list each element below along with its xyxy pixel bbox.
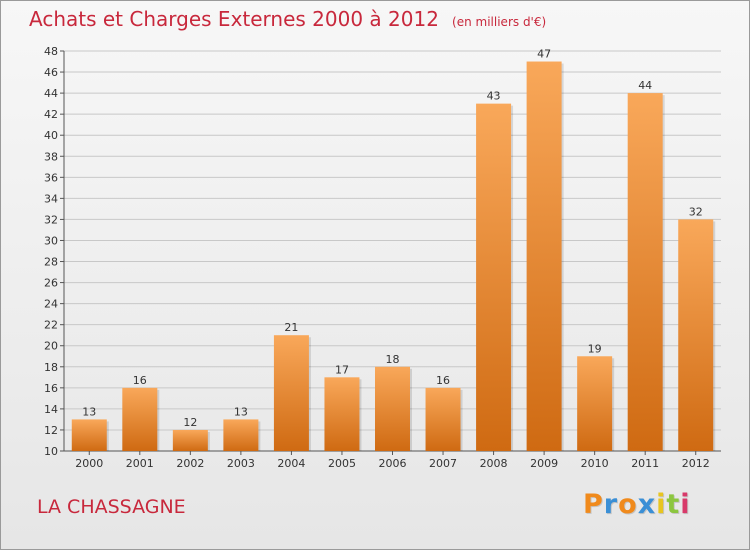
y-tick-label: 18 bbox=[44, 361, 58, 374]
y-tick-label: 38 bbox=[44, 150, 58, 163]
bar bbox=[627, 93, 663, 452]
x-tick-label: 2003 bbox=[227, 457, 255, 470]
y-tick-label: 16 bbox=[44, 382, 58, 395]
bar-value-label: 32 bbox=[689, 205, 703, 218]
logo-letter: o bbox=[618, 489, 638, 520]
x-tick-label: 2002 bbox=[176, 457, 204, 470]
y-tick-label: 14 bbox=[44, 403, 58, 416]
bar-value-label: 44 bbox=[638, 79, 652, 92]
bar-value-label: 13 bbox=[82, 405, 96, 418]
y-tick-label: 10 bbox=[44, 445, 58, 458]
bar-value-label: 21 bbox=[284, 321, 298, 334]
y-tick-label: 26 bbox=[44, 277, 58, 290]
labels: 10 12 14 16 18 20 22 24 26 28 30 32 34 36 38 40 42 44 46 48… bbox=[44, 45, 710, 470]
logo-letter: i bbox=[656, 489, 667, 520]
bar bbox=[71, 419, 107, 451]
x-tick-label: 2000 bbox=[75, 457, 103, 470]
logo-letter: x bbox=[637, 489, 657, 520]
x-tick-label: 2005 bbox=[328, 457, 356, 470]
chart-title: Achats et Charges Externes 2000 à 2012 bbox=[29, 7, 439, 31]
y-tick-label: 44 bbox=[44, 87, 58, 100]
bar bbox=[122, 387, 158, 451]
proxiti-logo[interactable]: Proxiti bbox=[583, 489, 691, 520]
bar bbox=[172, 429, 208, 451]
y-tick-label: 32 bbox=[44, 213, 58, 226]
y-tick-label: 28 bbox=[44, 256, 58, 269]
bar bbox=[526, 61, 562, 452]
y-tick-label: 36 bbox=[44, 171, 58, 184]
bar-value-label: 47 bbox=[537, 48, 551, 61]
y-tick-label: 34 bbox=[44, 192, 58, 205]
y-tick-label: 46 bbox=[44, 66, 58, 79]
y-tick-label: 12 bbox=[44, 424, 58, 437]
bar-value-label: 43 bbox=[487, 90, 501, 103]
bar-value-label: 12 bbox=[183, 416, 197, 429]
y-tick-label: 48 bbox=[44, 45, 58, 58]
bars bbox=[71, 61, 716, 452]
bar-value-label: 19 bbox=[588, 342, 602, 355]
bar-value-label: 13 bbox=[234, 405, 248, 418]
x-tick-label: 2004 bbox=[277, 457, 305, 470]
bar bbox=[375, 366, 410, 451]
y-tick-label: 30 bbox=[44, 234, 58, 247]
x-tick-label: 2009 bbox=[530, 457, 558, 470]
chart-title-block: Achats et Charges Externes 2000 à 2012 (… bbox=[29, 7, 546, 31]
x-tick-label: 2008 bbox=[480, 457, 508, 470]
x-tick-label: 2001 bbox=[126, 457, 154, 470]
x-tick-label: 2010 bbox=[581, 457, 609, 470]
logo-letter: P bbox=[583, 489, 604, 520]
x-tick-label: 2011 bbox=[631, 457, 659, 470]
bar-value-label: 16 bbox=[436, 374, 450, 387]
bar bbox=[273, 335, 309, 451]
bar bbox=[476, 103, 512, 451]
bar bbox=[577, 356, 613, 451]
x-tick-label: 2012 bbox=[682, 457, 710, 470]
logo-letter: i bbox=[680, 489, 691, 520]
x-tick-label: 2006 bbox=[379, 457, 407, 470]
chart-subtitle: (en milliers d'€) bbox=[452, 15, 547, 29]
y-tick-label: 22 bbox=[44, 319, 58, 332]
x-tick-label: 2007 bbox=[429, 457, 457, 470]
logo-letter: r bbox=[603, 489, 619, 520]
bar-value-label: 17 bbox=[335, 363, 349, 376]
bar bbox=[425, 387, 461, 451]
bar-value-label: 16 bbox=[133, 374, 147, 387]
logo-letter: t bbox=[666, 489, 681, 520]
bar bbox=[324, 377, 360, 451]
y-tick-label: 20 bbox=[44, 340, 58, 353]
commune-name: LA CHASSAGNE bbox=[37, 496, 186, 518]
bar bbox=[223, 419, 259, 451]
y-tick-label: 24 bbox=[44, 298, 58, 311]
bar-value-label: 18 bbox=[386, 353, 400, 366]
bar bbox=[678, 219, 714, 451]
y-tick-label: 42 bbox=[44, 108, 58, 121]
y-tick-label: 40 bbox=[44, 129, 58, 142]
